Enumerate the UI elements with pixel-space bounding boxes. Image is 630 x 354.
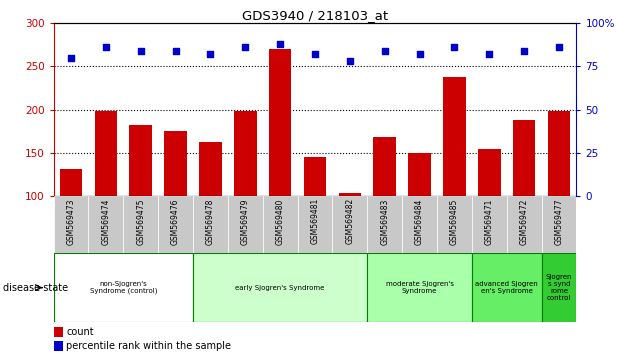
- Bar: [54, 341, 63, 351]
- Bar: [338, 193, 361, 196]
- Text: GSM569485: GSM569485: [450, 198, 459, 245]
- Text: GSM569477: GSM569477: [554, 198, 563, 245]
- Bar: [158, 196, 193, 253]
- Point: [101, 45, 111, 50]
- Bar: [402, 196, 437, 253]
- Bar: [472, 253, 542, 322]
- Bar: [228, 196, 263, 253]
- Bar: [123, 196, 158, 253]
- Bar: [542, 253, 576, 322]
- Point: [275, 41, 285, 47]
- Text: advanced Sjogren
en's Syndrome: advanced Sjogren en's Syndrome: [476, 281, 538, 294]
- Bar: [88, 196, 123, 253]
- Text: GSM569476: GSM569476: [171, 198, 180, 245]
- Bar: [542, 196, 576, 253]
- Text: GSM569483: GSM569483: [381, 198, 389, 245]
- Bar: [367, 196, 402, 253]
- Bar: [94, 112, 117, 196]
- Bar: [333, 196, 367, 253]
- Bar: [507, 196, 542, 253]
- Text: GSM569478: GSM569478: [206, 198, 215, 245]
- Point: [310, 51, 320, 57]
- Bar: [304, 158, 326, 196]
- Text: GSM569473: GSM569473: [67, 198, 76, 245]
- Bar: [234, 112, 256, 196]
- Point: [380, 48, 390, 53]
- Text: GSM569479: GSM569479: [241, 198, 249, 245]
- Point: [449, 45, 459, 50]
- Point: [205, 51, 215, 57]
- Point: [66, 55, 76, 61]
- Title: GDS3940 / 218103_at: GDS3940 / 218103_at: [242, 9, 388, 22]
- Bar: [54, 327, 63, 337]
- Bar: [54, 196, 88, 253]
- Text: moderate Sjogren's
Syndrome: moderate Sjogren's Syndrome: [386, 281, 454, 294]
- Bar: [547, 112, 570, 196]
- Text: GSM569484: GSM569484: [415, 198, 424, 245]
- Point: [554, 45, 564, 50]
- Bar: [297, 196, 333, 253]
- Bar: [367, 253, 472, 322]
- Bar: [263, 196, 297, 253]
- Text: GSM569475: GSM569475: [136, 198, 145, 245]
- Bar: [478, 149, 501, 196]
- Point: [519, 48, 529, 53]
- Bar: [193, 253, 367, 322]
- Bar: [164, 131, 187, 196]
- Bar: [60, 169, 83, 196]
- Text: GSM569480: GSM569480: [276, 198, 285, 245]
- Point: [135, 48, 146, 53]
- Text: GSM569482: GSM569482: [345, 198, 354, 244]
- Point: [415, 51, 425, 57]
- Bar: [193, 196, 228, 253]
- Bar: [472, 196, 507, 253]
- Point: [171, 48, 181, 53]
- Text: GSM569481: GSM569481: [311, 198, 319, 244]
- Bar: [374, 137, 396, 196]
- Text: GSM569472: GSM569472: [520, 198, 529, 245]
- Text: non-Sjogren's
Syndrome (control): non-Sjogren's Syndrome (control): [89, 281, 157, 295]
- Text: count: count: [66, 327, 94, 337]
- Text: Sjogren
s synd
rome
control: Sjogren s synd rome control: [546, 274, 572, 301]
- Text: GSM569471: GSM569471: [485, 198, 494, 245]
- Bar: [129, 125, 152, 196]
- Bar: [437, 196, 472, 253]
- Point: [345, 58, 355, 64]
- Point: [484, 51, 495, 57]
- Text: percentile rank within the sample: percentile rank within the sample: [66, 341, 231, 351]
- Text: GSM569474: GSM569474: [101, 198, 110, 245]
- Bar: [269, 49, 292, 196]
- Text: early Sjogren's Syndrome: early Sjogren's Syndrome: [236, 285, 325, 291]
- Text: disease state: disease state: [3, 282, 68, 293]
- Bar: [513, 120, 536, 196]
- Bar: [443, 77, 466, 196]
- Bar: [199, 142, 222, 196]
- Point: [240, 45, 250, 50]
- Bar: [408, 153, 431, 196]
- Bar: [54, 253, 193, 322]
